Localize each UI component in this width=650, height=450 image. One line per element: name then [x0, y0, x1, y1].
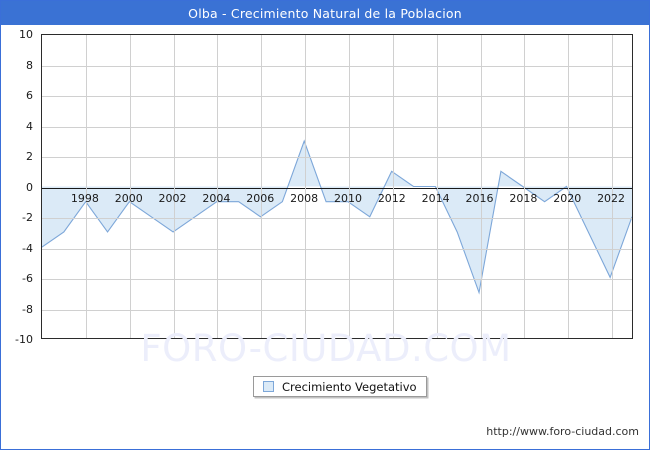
y-axis-tick-label: 10: [19, 28, 33, 41]
gridline-horizontal: [42, 248, 632, 250]
gridline-vertical: [392, 35, 394, 338]
gridline-horizontal: [42, 65, 632, 67]
gridline-vertical: [480, 35, 482, 338]
gridline-vertical: [261, 35, 263, 338]
page-title: Olba - Crecimiento Natural de la Poblaci…: [188, 5, 462, 21]
x-axis-tick-label: 2018: [509, 191, 538, 205]
y-axis-tick-label: -4: [22, 241, 33, 255]
gridline-vertical: [173, 35, 175, 338]
legend-item-label: Crecimiento Vegetativo: [282, 379, 417, 394]
source-url: http://www.foro-ciudad.com: [486, 425, 639, 438]
gridline-horizontal: [42, 157, 632, 158]
series-line: [42, 141, 632, 292]
gridline-vertical: [217, 35, 219, 338]
y-axis-tick-label: 2: [26, 150, 33, 163]
gridline-vertical: [85, 35, 87, 338]
y-axis-tick-label: 8: [26, 58, 33, 72]
y-axis-tick-label: 4: [26, 119, 33, 133]
square-swatch-icon: [263, 381, 274, 392]
x-axis-tick-label: 2022: [597, 191, 626, 205]
y-axis-tick-label: -10: [15, 333, 33, 346]
gridline-horizontal: [42, 218, 632, 219]
series-svg: [42, 35, 632, 338]
y-axis-tick-label: 6: [26, 89, 33, 102]
x-axis-tick-label: 2010: [333, 191, 362, 205]
y-axis-tick-label: 0: [26, 180, 33, 194]
x-axis-tick-label: 2016: [465, 191, 494, 205]
gridline-vertical: [129, 35, 131, 338]
x-axis-tick-label: 2000: [114, 191, 143, 205]
gridline-vertical: [568, 35, 570, 338]
x-axis-tick-label: 2004: [202, 191, 231, 205]
x-axis-tick-label: 2012: [377, 191, 406, 205]
y-axis-tick-label: -8: [22, 302, 33, 316]
x-axis-tick-label: 2002: [158, 191, 187, 205]
y-axis-tick-label: -2: [22, 211, 33, 224]
series-area-fill: [42, 141, 632, 293]
gridline-vertical: [436, 35, 438, 338]
zero-baseline: [42, 187, 632, 189]
gridline-vertical: [612, 35, 614, 338]
x-axis-tick-label: 2014: [421, 191, 450, 205]
gridline-horizontal: [42, 96, 632, 97]
plot-area: [41, 34, 633, 339]
x-axis-tick-label: 2020: [553, 191, 582, 205]
window-title-bar: Olba - Crecimiento Natural de la Poblaci…: [1, 1, 649, 25]
gridline-horizontal: [42, 279, 632, 280]
y-axis-tick-label: -6: [22, 272, 33, 285]
gridline-vertical: [348, 35, 350, 338]
x-axis-tick-label: 1998: [70, 191, 99, 205]
chart-legend[interactable]: Crecimiento Vegetativo: [253, 376, 427, 397]
x-axis-tick-label: 2008: [290, 191, 319, 205]
gridline-horizontal: [42, 309, 632, 311]
gridline-horizontal: [42, 126, 632, 128]
gridline-vertical: [524, 35, 526, 338]
x-axis-tick-label: 2006: [246, 191, 275, 205]
gridline-vertical: [305, 35, 307, 338]
